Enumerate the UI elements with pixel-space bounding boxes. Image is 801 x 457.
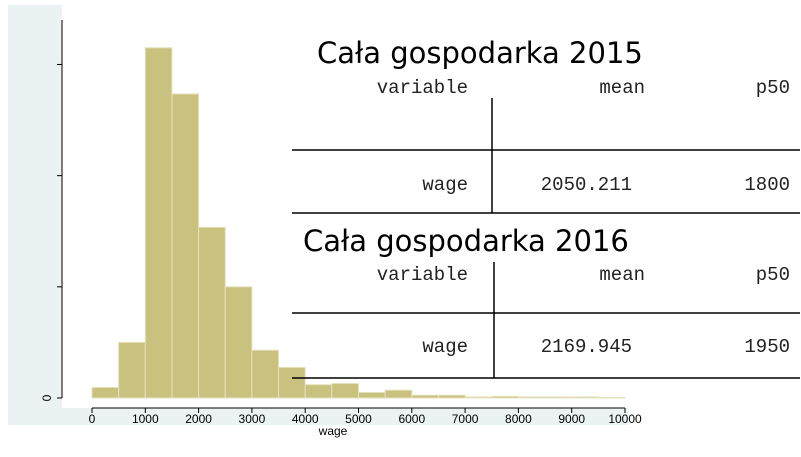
- table-cell: 1950: [744, 336, 790, 358]
- bar: [384, 389, 413, 399]
- bar: [597, 396, 626, 399]
- bar: [517, 396, 546, 399]
- table-title: Cała gospodarka 2015: [317, 36, 643, 70]
- bar: [198, 226, 226, 399]
- bar: [91, 386, 120, 399]
- bar: [464, 396, 493, 399]
- bar: [224, 286, 253, 399]
- x-tick-label: 7000: [452, 412, 479, 426]
- bar: [491, 395, 519, 399]
- column-header: variable: [377, 264, 468, 286]
- y-tick-label: 0: [40, 394, 54, 401]
- bar: [278, 366, 306, 399]
- table-title: Cała gospodarka 2016: [303, 224, 629, 258]
- bar: [544, 396, 573, 399]
- table-cell: wage: [422, 336, 468, 358]
- column-header: mean: [599, 264, 645, 286]
- bar: [411, 394, 439, 399]
- column-header: p50: [756, 264, 790, 286]
- column-header: p50: [756, 77, 790, 99]
- x-tick-label: 4000: [292, 412, 319, 426]
- bar: [171, 93, 200, 399]
- x-tick-label: 5000: [345, 412, 372, 426]
- x-tick-label: 0: [89, 412, 96, 426]
- table-cell: 1800: [744, 174, 790, 196]
- bar: [358, 391, 386, 399]
- bar: [571, 396, 599, 399]
- bar: [437, 394, 466, 399]
- column-header: mean: [599, 77, 645, 99]
- x-tick-label: 1000: [132, 412, 159, 426]
- table-cell: 2169.945: [541, 336, 632, 358]
- x-tick-label: 3000: [239, 412, 266, 426]
- bar: [251, 349, 280, 399]
- x-tick-label: 2000: [185, 412, 212, 426]
- column-header: variable: [377, 77, 468, 99]
- table-cell: 2050.211: [541, 174, 632, 196]
- x-tick-label: 9000: [558, 412, 585, 426]
- x-tick-label: 10000: [608, 412, 642, 426]
- x-axis-label: wage: [318, 424, 348, 438]
- bar: [304, 384, 333, 399]
- bar: [331, 383, 360, 399]
- bar: [118, 341, 146, 399]
- bar: [144, 47, 173, 399]
- x-tick-label: 6000: [398, 412, 425, 426]
- x-tick-label: 8000: [505, 412, 532, 426]
- table-cell: wage: [422, 174, 468, 196]
